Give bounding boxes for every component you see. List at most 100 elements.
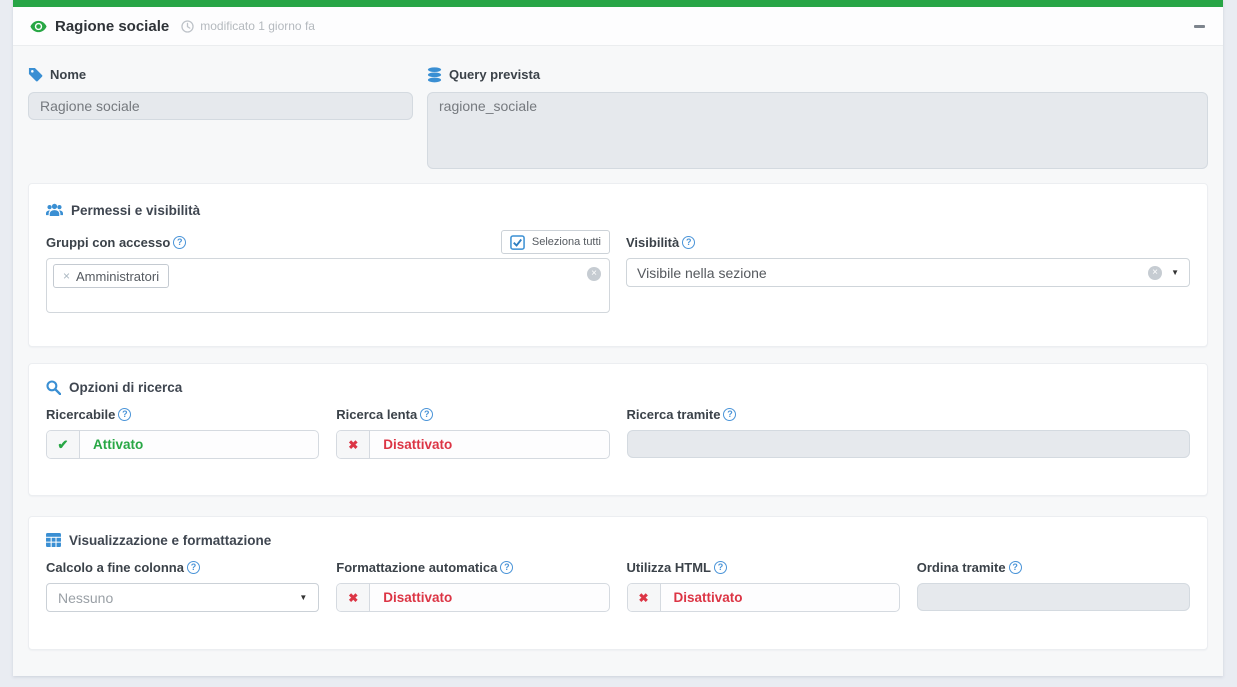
query-textarea: ragione_sociale	[427, 92, 1208, 169]
help-icon[interactable]: ?	[1008, 561, 1022, 574]
field-search-via: Ricerca tramite ?	[626, 407, 1191, 459]
searchable-value: Attivato	[93, 437, 144, 452]
chevron-down-icon: ▼	[1171, 268, 1179, 277]
group-tag-label: Amministratori	[76, 268, 160, 284]
search-options-title-row: Opzioni di ricerca	[46, 379, 1190, 395]
use-html-toggle[interactable]: ✖ Disattivato	[626, 583, 900, 612]
searchable-label-row: Ricercabile ?	[46, 407, 319, 422]
auto-format-label: Formattazione automatica	[336, 560, 498, 575]
help-icon[interactable]: ?	[186, 561, 200, 574]
section-permissions: Permessi e visibilità Gruppi con accesso…	[28, 183, 1208, 347]
visibility-value: Visibile nella sezione	[637, 264, 767, 281]
search-via-label: Ricerca tramite	[626, 407, 721, 422]
page-title: Ragione sociale	[55, 17, 170, 35]
help-icon[interactable]: ?	[682, 235, 696, 249]
clear-visibility-icon[interactable]: ×	[1148, 265, 1163, 280]
column-calc-label-row: Calcolo a fine colonna ?	[46, 560, 319, 575]
nome-label-row: Nome	[28, 67, 413, 82]
visibility-label-row: Visibilità ?	[626, 230, 1190, 254]
nome-input: Ragione sociale	[28, 92, 413, 120]
help-icon[interactable]: ?	[173, 235, 187, 249]
order-via-label-row: Ordina tramite ?	[917, 560, 1190, 575]
section-general: Nome Ragione sociale Query prevista ragi…	[28, 46, 1208, 169]
field-auto-format: Formattazione automatica ? ✖ Disattivato	[336, 560, 610, 612]
groups-tag-input[interactable]: × Amministratori ×	[46, 258, 610, 313]
field-nome: Nome Ragione sociale	[28, 67, 413, 169]
cross-icon-box: ✖	[337, 584, 371, 611]
column-calc-label: Calcolo a fine colonna	[46, 560, 184, 575]
slow-search-toggle[interactable]: ✖ Disattivato	[336, 430, 610, 459]
cross-icon-box: ✖	[627, 584, 661, 611]
cross-icon: ✖	[638, 590, 649, 605]
minimize-button[interactable]	[1188, 15, 1210, 37]
visibility-label: Visibilità	[626, 234, 680, 250]
check-icon: ✔	[57, 436, 69, 452]
slow-search-label-row: Ricerca lenta ?	[336, 407, 609, 422]
help-icon[interactable]: ?	[714, 561, 727, 574]
search-options-title: Opzioni di ricerca	[69, 379, 183, 395]
chevron-down-icon: ▼	[299, 593, 308, 602]
order-via-label: Ordina tramite	[916, 560, 1006, 575]
groups-label-row: Gruppi con accesso ?	[46, 234, 187, 250]
cross-icon: ✖	[348, 437, 359, 452]
help-icon[interactable]: ?	[420, 408, 434, 421]
help-icon[interactable]: ?	[118, 408, 132, 421]
query-label-row: Query prevista	[427, 66, 1208, 82]
clear-groups-icon[interactable]: ×	[587, 267, 601, 281]
help-icon[interactable]: ?	[500, 561, 514, 574]
section-search-options: Opzioni di ricerca Ricercabile ? ✔ Attiv…	[28, 363, 1208, 496]
clock-icon	[181, 19, 194, 33]
tag-icon	[28, 67, 43, 82]
minimize-icon	[1193, 24, 1205, 28]
users-icon	[46, 203, 63, 217]
card-body: Nome Ragione sociale Query prevista ragi…	[13, 46, 1223, 650]
use-html-label-row: Utilizza HTML ?	[627, 560, 900, 575]
group-tag: × Amministratori	[53, 264, 170, 288]
table-icon	[46, 533, 61, 547]
auto-format-label-row: Formattazione automatica ?	[336, 560, 609, 575]
permissions-title: Permessi e visibilità	[71, 202, 201, 218]
display-title: Visualizzazione e formattazione	[69, 532, 272, 548]
modified-info: modificato 1 giorno fa	[181, 19, 315, 33]
card-header: Ragione sociale modificato 1 giorno fa	[13, 7, 1223, 46]
use-html-value: Disattivato	[673, 590, 743, 605]
section-display-formatting: Visualizzazione e formattazione Calcolo …	[28, 516, 1208, 650]
select-all-label: Seleziona tutti	[531, 236, 601, 248]
nome-label: Nome	[50, 67, 87, 82]
search-via-input	[626, 430, 1190, 458]
slow-search-value: Disattivato	[383, 437, 453, 452]
auto-format-toggle[interactable]: ✖ Disattivato	[336, 583, 610, 612]
order-via-input	[916, 583, 1190, 611]
field-searchable: Ricercabile ? ✔ Attivato	[46, 407, 320, 459]
visibility-select[interactable]: Visibile nella sezione × ▼	[626, 258, 1190, 287]
remove-tag-icon[interactable]: ×	[63, 269, 71, 283]
field-use-html: Utilizza HTML ? ✖ Disattivato	[626, 560, 900, 612]
search-icon	[46, 379, 61, 395]
column-calc-value: Nessuno	[58, 589, 114, 606]
help-icon[interactable]: ?	[723, 408, 737, 421]
cross-icon-box: ✖	[337, 431, 371, 458]
display-title-row: Visualizzazione e formattazione	[46, 532, 1190, 548]
groups-label: Gruppi con accesso	[46, 234, 171, 250]
field-slow-search: Ricerca lenta ? ✖ Disattivato	[336, 407, 610, 459]
field-groups: Gruppi con accesso ? Seleziona tutti	[46, 230, 610, 313]
field-settings-card: Ragione sociale modificato 1 giorno fa N…	[13, 0, 1223, 676]
searchable-toggle[interactable]: ✔ Attivato	[46, 430, 320, 459]
modified-text: modificato 1 giorno fa	[200, 19, 315, 33]
auto-format-value: Disattivato	[383, 590, 453, 605]
field-query: Query prevista ragione_sociale	[427, 66, 1208, 169]
field-visibility: Visibilità ? Visibile nella sezione × ▼	[626, 230, 1190, 313]
slow-search-label: Ricerca lenta	[336, 407, 418, 422]
select-all-button[interactable]: Seleziona tutti	[500, 230, 610, 254]
use-html-label: Utilizza HTML	[626, 560, 712, 575]
check-icon-box: ✔	[47, 431, 80, 458]
query-label: Query prevista	[449, 67, 541, 82]
field-column-calc: Calcolo a fine colonna ? Nessuno ▼	[46, 560, 320, 612]
searchable-label: Ricercabile	[46, 407, 116, 422]
checkbox-icon	[510, 234, 525, 250]
cross-icon: ✖	[348, 590, 359, 605]
column-calc-select[interactable]: Nessuno ▼	[46, 583, 320, 612]
search-via-label-row: Ricerca tramite ?	[627, 407, 1191, 422]
permissions-title-row: Permessi e visibilità	[46, 202, 1190, 218]
eye-icon	[30, 20, 47, 33]
